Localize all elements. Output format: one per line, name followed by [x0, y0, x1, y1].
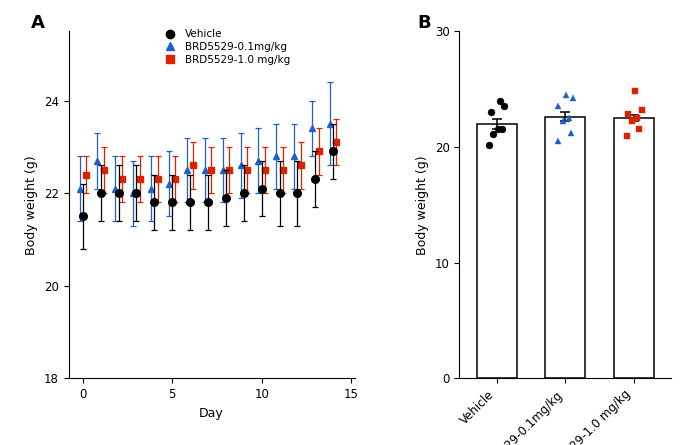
Legend: Vehicle, BRD5529-0.1mg/kg, BRD5529-1.0 mg/kg: Vehicle, BRD5529-0.1mg/kg, BRD5529-1.0 m…	[160, 29, 290, 65]
Y-axis label: Body weight (g): Body weight (g)	[416, 155, 429, 255]
Y-axis label: Body weight (g): Body weight (g)	[25, 155, 38, 255]
Bar	[545, 117, 585, 378]
X-axis label: Day: Day	[199, 407, 224, 420]
Text: B: B	[417, 14, 431, 32]
Bar	[477, 124, 516, 378]
Text: A: A	[32, 14, 45, 32]
Bar	[614, 118, 653, 378]
